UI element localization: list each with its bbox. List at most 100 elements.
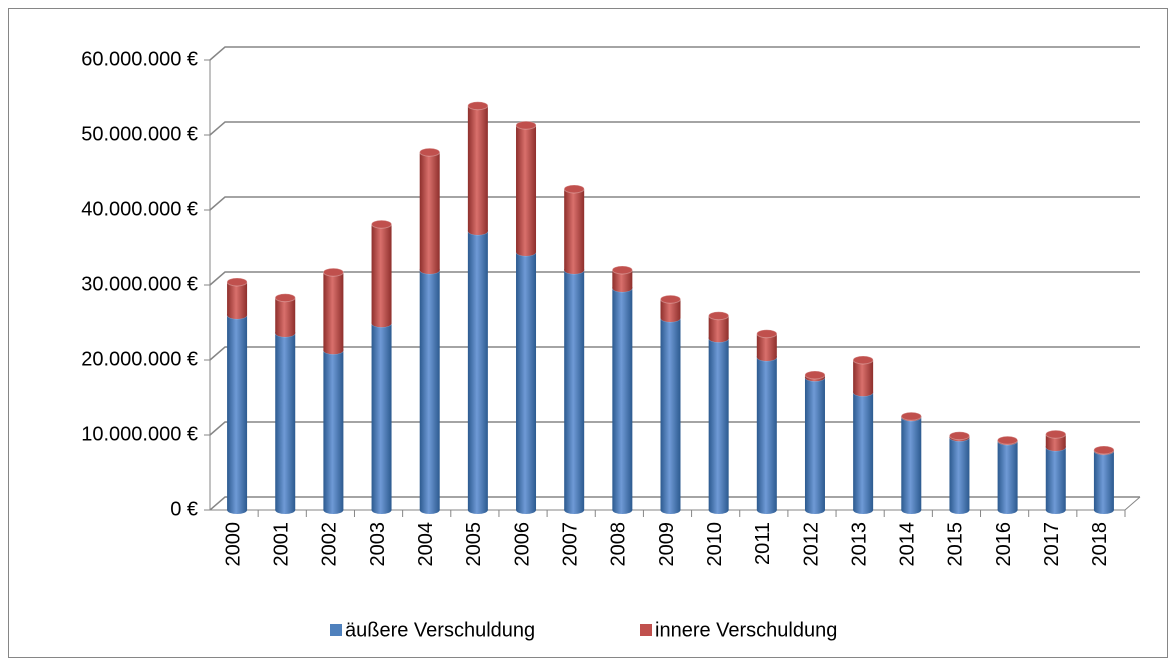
bar-cap xyxy=(419,147,441,157)
bar-cap xyxy=(900,411,922,421)
bar-segment xyxy=(804,377,825,510)
x-tick-label: 2010 xyxy=(704,522,726,567)
bar-segment xyxy=(275,297,296,333)
x-tick-label: 2003 xyxy=(367,522,389,567)
bar-base xyxy=(708,506,729,514)
x-tick-label: 2006 xyxy=(511,522,533,567)
x-tick-label: 2004 xyxy=(415,522,437,567)
axis-line xyxy=(1124,496,1141,511)
bar-base xyxy=(612,506,633,514)
legend-label: innere Verschuldung xyxy=(655,619,837,641)
bar-segment xyxy=(419,152,440,270)
x-tick-label: 2000 xyxy=(222,522,244,567)
bar-segment xyxy=(371,323,392,510)
bar-base xyxy=(227,311,248,319)
y-tick-label: 40.000.000 € xyxy=(81,198,198,220)
bar-base xyxy=(371,506,392,514)
bar-cap xyxy=(708,311,730,321)
bar-segment xyxy=(853,360,874,393)
bar-cap xyxy=(948,431,970,441)
bar-base xyxy=(1093,506,1114,514)
bar-base xyxy=(853,506,874,514)
bar-base xyxy=(467,227,488,235)
bar-cap xyxy=(274,293,296,303)
bar-cap xyxy=(756,329,778,339)
bar-base xyxy=(227,506,248,514)
bar-base xyxy=(516,248,537,256)
bar-segment xyxy=(323,350,344,510)
bar-base xyxy=(275,329,296,337)
bar-base xyxy=(516,506,537,514)
bar-segment xyxy=(901,417,922,510)
x-tick-label: 2012 xyxy=(800,522,822,567)
bar-base xyxy=(323,506,344,514)
bar-segment xyxy=(516,125,537,252)
bar-base xyxy=(371,319,392,328)
bar-segment xyxy=(660,318,681,510)
bar-base xyxy=(1045,443,1066,451)
grid-line xyxy=(209,196,1140,211)
legend-label: äußere Verschuldung xyxy=(345,619,535,641)
bar-base xyxy=(756,506,777,514)
bar-cap xyxy=(660,294,681,304)
bar-cap xyxy=(852,355,874,365)
bar-base xyxy=(901,506,922,514)
bar-segment xyxy=(1093,450,1114,510)
x-tick-label: 2008 xyxy=(608,522,630,567)
legend-swatch xyxy=(330,624,342,636)
bar-base xyxy=(660,314,681,322)
x-tick-label: 2001 xyxy=(271,522,293,567)
x-tick-label: 2007 xyxy=(559,522,581,567)
y-tick-label: 10.000.000 € xyxy=(81,423,198,445)
bar-cap xyxy=(322,267,344,277)
bar-cap xyxy=(467,101,489,111)
bar-segment xyxy=(756,333,777,357)
x-tick-label: 2005 xyxy=(463,522,485,567)
bar-segment xyxy=(1045,447,1066,510)
bar-cap xyxy=(997,435,1019,445)
bar-segment xyxy=(419,270,440,510)
bar-cap xyxy=(1045,429,1067,439)
x-tick-label: 2014 xyxy=(897,522,919,567)
grid-line xyxy=(209,271,1140,286)
bar-segment xyxy=(467,231,488,510)
bar-segment xyxy=(467,105,488,231)
x-tick-label: 2013 xyxy=(848,522,870,567)
bar-base xyxy=(419,506,440,514)
x-tick-label: 2015 xyxy=(945,522,967,567)
bar-base xyxy=(419,266,440,274)
bar-base xyxy=(853,388,874,397)
bar-segment xyxy=(708,315,729,339)
y-tick-label: 30.000.000 € xyxy=(81,273,198,295)
bar-segment xyxy=(708,338,729,510)
bar-base xyxy=(756,353,777,361)
x-tick-label: 2016 xyxy=(993,522,1015,567)
bar-cap xyxy=(563,184,585,194)
bar-base xyxy=(1045,506,1066,514)
bar-base xyxy=(949,506,970,514)
y-tick-label: 0 € xyxy=(170,498,198,520)
bar-base xyxy=(804,506,825,514)
chart-border xyxy=(8,8,1168,658)
x-tick-label: 2018 xyxy=(1089,522,1111,567)
grid-line xyxy=(209,121,1140,136)
bar-segment xyxy=(660,299,681,318)
x-tick-label: 2011 xyxy=(752,522,774,565)
bar-segment xyxy=(949,437,970,510)
bar-segment xyxy=(564,270,585,510)
x-tick-label: 2009 xyxy=(656,522,678,567)
y-tick-label: 50.000.000 € xyxy=(81,123,198,145)
bar-base xyxy=(564,266,585,274)
bar-segment xyxy=(227,315,248,510)
bar-segment xyxy=(997,441,1018,510)
grid-line xyxy=(209,346,1140,361)
bar-base xyxy=(564,506,585,514)
bar-segment xyxy=(275,333,296,510)
bar-cap xyxy=(1093,445,1115,455)
grid-line xyxy=(209,46,1140,61)
bar-segment xyxy=(564,189,585,270)
bar-segment xyxy=(853,392,874,510)
bar-segment xyxy=(516,252,537,510)
bar-base xyxy=(612,284,633,292)
